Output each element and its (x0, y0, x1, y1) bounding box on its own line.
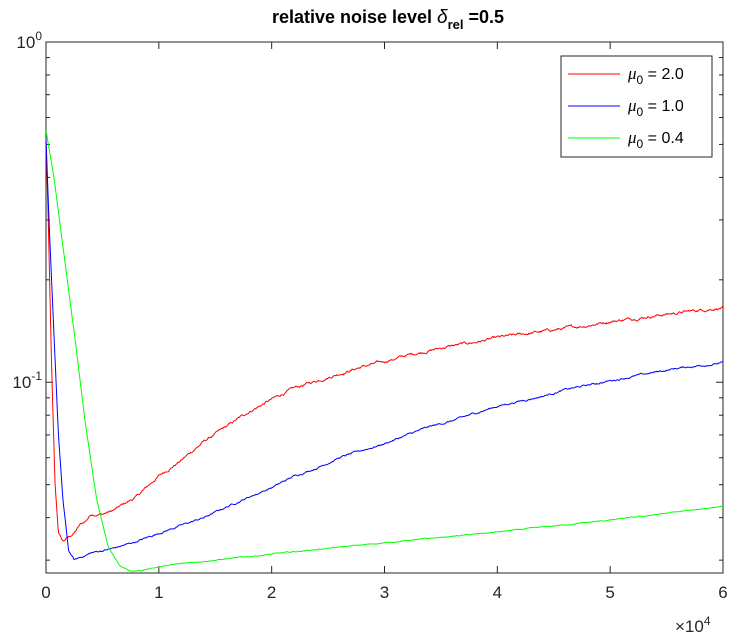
x-tick-label-5: 5 (605, 583, 614, 602)
legend-label-0: μ0 = 2.0 (627, 64, 684, 87)
x-tick-label-2: 2 (267, 583, 276, 602)
legend-label-1: μ0 = 1.0 (627, 96, 684, 119)
plot-area (46, 130, 723, 572)
chart-title: relative noise level δrel =0.5 (272, 7, 504, 32)
series-lines (46, 130, 723, 572)
series-line-1 (46, 138, 723, 560)
axis-tick-labels: 0 1 2 3 4 5 6 100 10-1 (12, 29, 727, 602)
y-tick-label-0: 100 (16, 29, 42, 52)
x-tick-label-0: 0 (41, 583, 50, 602)
legend-label-2: μ0 = 0.4 (627, 128, 684, 151)
x-axis-exponent: ×104 (675, 614, 711, 636)
series-line-0 (46, 138, 723, 542)
legend: μ0 = 2.0 μ0 = 1.0 μ0 = 0.4 (560, 55, 713, 158)
legend-items: μ0 = 2.0 μ0 = 1.0 μ0 = 0.4 (568, 64, 684, 151)
x-tick-label-3: 3 (380, 583, 389, 602)
x-tick-label-6: 6 (718, 583, 727, 602)
x-tick-label-1: 1 (154, 583, 163, 602)
y-tick-label-1: 10-1 (12, 369, 42, 392)
x-tick-label-4: 4 (493, 583, 502, 602)
series-line-2 (46, 130, 723, 572)
